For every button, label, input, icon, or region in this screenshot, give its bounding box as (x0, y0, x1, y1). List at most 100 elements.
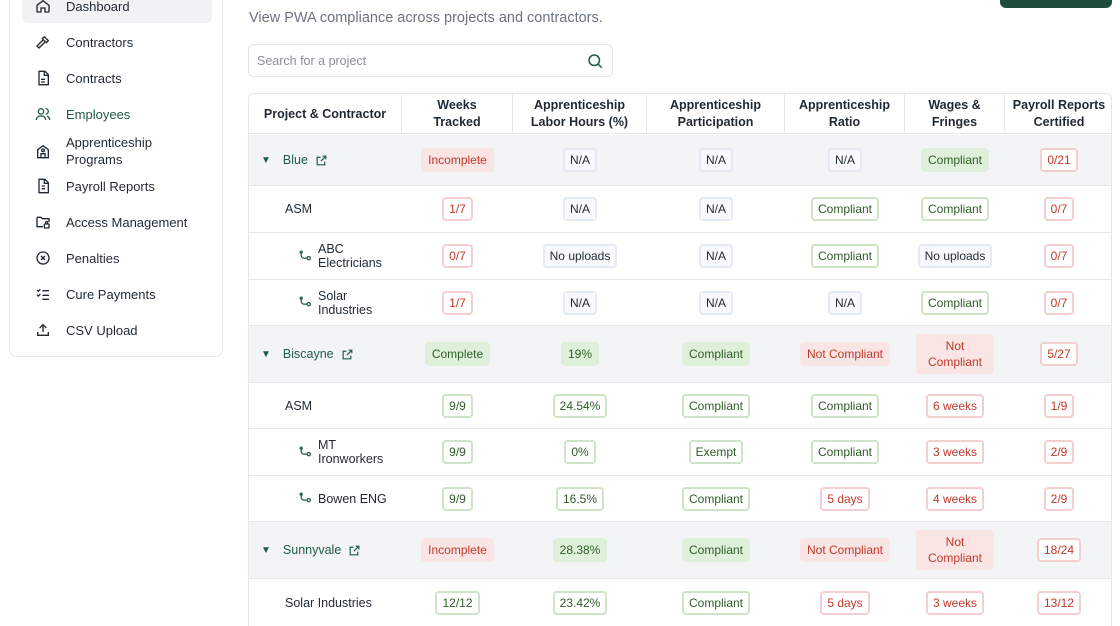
cell-project-contractor: ASM (249, 186, 402, 232)
table-cell: 2/9 (1005, 429, 1111, 475)
table-cell: 24.54% (513, 383, 647, 428)
column-header-participation[interactable]: Apprenticeship Participation (647, 94, 785, 134)
table-cell: Incomplete (402, 135, 513, 185)
status-badge: 24.54% (552, 393, 608, 418)
status-badge: N/A (562, 148, 597, 172)
sidebar-item-penalties[interactable]: Penalties (22, 241, 212, 275)
status-badge: 5 days (820, 590, 870, 615)
upload-icon (34, 321, 52, 339)
table-row-project[interactable]: ▼ Biscayne Complete 19% Compliant Not Complia… (249, 326, 1111, 383)
cell-project-contractor: Solar Industries (249, 579, 402, 626)
school-icon (34, 142, 52, 160)
subcontractor-link-icon (299, 492, 312, 505)
header-action-button[interactable] (1000, 0, 1112, 8)
column-header-labor-hours[interactable]: Apprenticeship Labor Hours (%) (513, 94, 647, 134)
table-cell: 0/7 (1005, 233, 1111, 279)
cell-project-contractor: ▼ Blue (249, 135, 402, 185)
table-cell: N/A (785, 280, 905, 325)
search-input[interactable] (257, 53, 586, 68)
table-cell: 5 days (785, 579, 905, 626)
status-badge: Compliant (920, 197, 990, 221)
sidebar-item-cure-payments[interactable]: Cure Payments (22, 277, 212, 311)
status-badge: Not Compliant (799, 342, 891, 366)
status-badge: Compliant (681, 342, 751, 366)
sidebar-item-label: Penalties (66, 250, 120, 266)
sidebar-item-label: Contracts (66, 70, 122, 86)
project-name-link[interactable]: Biscayne (282, 347, 334, 361)
project-name-link[interactable]: Blue (282, 153, 308, 167)
project-name-link[interactable]: Sunnyvale (282, 543, 342, 557)
table-cell: 4 weeks (905, 476, 1005, 521)
cell-project-contractor: ▼ Biscayne (249, 326, 402, 382)
table-cell: 2/9 (1005, 476, 1111, 521)
checklist-icon (34, 285, 52, 303)
status-badge: Not Compliant (916, 334, 994, 374)
status-badge: 6 weeks (925, 393, 985, 418)
status-badge: Compliant (810, 440, 880, 464)
status-badge: 23.42% (552, 590, 608, 615)
table-cell: Compliant (785, 429, 905, 475)
sidebar-item-label: CSV Upload (66, 322, 138, 338)
cell-project-contractor: ▼ Sunnyvale (249, 522, 402, 578)
table-cell: 16.5% (513, 476, 647, 521)
external-link-icon[interactable] (341, 348, 354, 361)
status-badge: 16.5% (555, 486, 605, 511)
users-icon (34, 105, 52, 123)
column-header-project[interactable]: Project & Contractor (249, 94, 402, 134)
table-cell: 5 days (785, 476, 905, 521)
sidebar-item-employees[interactable]: Employees (22, 97, 212, 131)
cell-project-contractor: ABC Electricians (249, 233, 402, 279)
column-header-wages-fringes[interactable]: Wages & Fringes (905, 94, 1005, 134)
table-row-project[interactable]: ▼ Sunnyvale Incomplete 28.38% Compliant Not C… (249, 522, 1111, 579)
status-badge: Complete (424, 342, 491, 366)
table-cell: 19% (513, 326, 647, 382)
table-cell: No uploads (513, 233, 647, 279)
table-cell: N/A (647, 135, 785, 185)
status-badge: N/A (827, 148, 862, 172)
sidebar-item-label: Apprenticeship Programs (66, 135, 152, 167)
status-badge: 4 weeks (925, 486, 985, 511)
contractor-name: Solar Industries (285, 595, 372, 610)
hammer-icon (34, 33, 52, 51)
table-cell: 1/9 (1005, 383, 1111, 428)
sidebar-item-contracts[interactable]: Contracts (22, 61, 212, 95)
column-header-payroll-certified[interactable]: Payroll Reports Certified (1012, 98, 1106, 129)
table-cell: Compliant (785, 186, 905, 232)
subcontractor-link-icon (299, 249, 312, 263)
external-link-icon[interactable] (348, 544, 361, 557)
table-cell: N/A (785, 135, 905, 185)
table-cell: Not Compliant (785, 326, 905, 382)
table-cell: 28.38% (513, 522, 647, 578)
sidebar-item-csv-upload[interactable]: CSV Upload (22, 313, 212, 347)
status-badge: No uploads (542, 244, 618, 268)
sidebar-nav: Dashboard Contractors Contracts Employee… (9, 0, 223, 357)
caret-down-icon[interactable]: ▼ (261, 348, 271, 360)
sidebar-item-payroll-reports[interactable]: Payroll Reports (22, 169, 212, 203)
status-badge: Incomplete (421, 148, 494, 172)
status-badge: Compliant (810, 393, 880, 418)
status-badge: Not Compliant (799, 538, 891, 562)
document-icon (34, 69, 52, 87)
sidebar-item-contractors[interactable]: Contractors (22, 25, 212, 59)
sidebar-item-access-management[interactable]: Access Management (22, 205, 212, 239)
table-cell: N/A (513, 186, 647, 232)
sidebar-item-dashboard[interactable]: Dashboard (22, 0, 212, 23)
table-row: MT Ironworkers 9/9 0% Exempt Compliant 3 week… (249, 429, 1111, 476)
caret-down-icon[interactable]: ▼ (261, 154, 271, 166)
home-icon (34, 0, 52, 15)
table-cell: N/A (647, 233, 785, 279)
search-icon[interactable] (586, 52, 604, 70)
sidebar-item-apprenticeship-programs[interactable]: Apprenticeship Programs (22, 133, 212, 169)
column-header-ratio[interactable]: Apprenticeship Ratio (785, 94, 905, 134)
contractor-name: ABC Electricians (318, 242, 382, 270)
external-link-icon[interactable] (315, 154, 328, 167)
status-badge: Compliant (681, 538, 751, 562)
table-row-project[interactable]: ▼ Blue Incomplete N/A N/A N/A Compliant 0/21 (249, 135, 1111, 186)
table-header: Project & Contractor Weeks Tracked Appre… (249, 94, 1111, 134)
caret-down-icon[interactable]: ▼ (261, 544, 271, 556)
column-header-weeks-tracked[interactable]: Weeks Tracked (402, 94, 513, 134)
table-cell: 0/7 (1005, 186, 1111, 232)
table-cell: 5/27 (1005, 326, 1111, 382)
folder-lock-icon (34, 213, 52, 231)
table-cell: 12/12 (402, 579, 513, 626)
